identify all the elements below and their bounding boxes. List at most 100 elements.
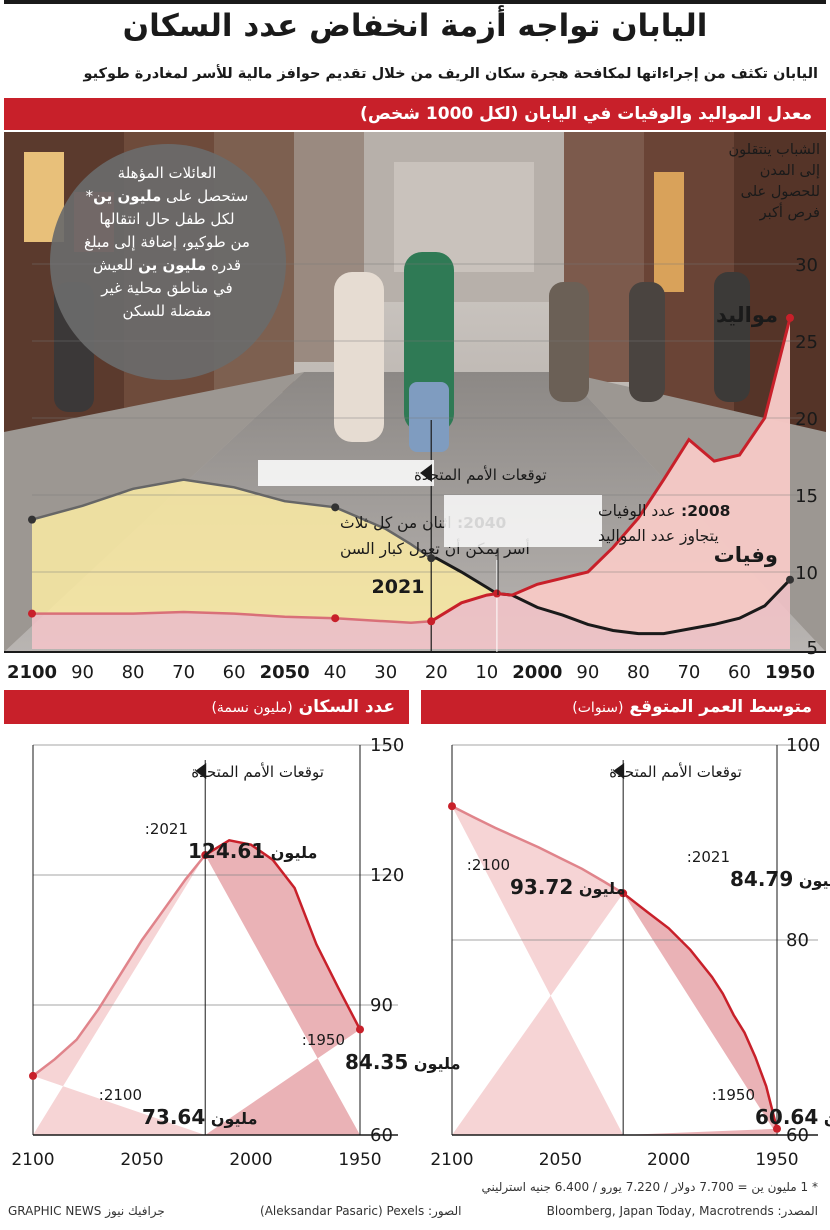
- births-line: [430, 317, 792, 623]
- life-expectancy-chart-header: متوسط العمر المتوقع (سنوات): [421, 690, 826, 724]
- graphic-news-credit: GRAPHIC NEWS جرافيك نيوز: [8, 1204, 165, 1218]
- note-2008-line-2: يتجاوز عدد المواليد: [598, 527, 719, 546]
- projection-area: [33, 855, 206, 1135]
- note-2008-text: عدد الوفيات: [598, 502, 676, 520]
- birth-point: [492, 589, 501, 598]
- projection-line: [32, 854, 207, 1077]
- births-projection-line: [32, 610, 432, 625]
- circle-line-5: قدره مليون ين للعيش: [52, 254, 282, 277]
- y-tick-label: 30: [795, 255, 818, 276]
- un-arrow-icon: [420, 464, 432, 482]
- circle-line-2: ستحصل على مليون ين*: [52, 185, 282, 208]
- deaths-series-label: وفيات: [714, 543, 778, 567]
- note-2008-bg: [444, 495, 602, 547]
- projection-line: [451, 805, 624, 895]
- year-2021-label: 2021: [372, 576, 425, 598]
- life-1950-year: :1950: [712, 1086, 755, 1104]
- circle-line-2c: *: [85, 187, 94, 205]
- y-tick-label: 10: [795, 563, 818, 584]
- x-tick-label: 60: [728, 662, 751, 683]
- historical-line: [204, 838, 362, 1031]
- life-2100-year: :2100: [467, 856, 510, 874]
- y-tick-label: 120: [370, 865, 404, 886]
- pop-1950-value: مليون 84.35: [345, 1050, 461, 1074]
- x-tick-label: 2050: [120, 1150, 163, 1170]
- pop-2100-unit: مليون: [205, 1109, 257, 1128]
- deaths-line: [431, 556, 792, 636]
- birth-point: [28, 609, 36, 618]
- x-tick-label: 40: [324, 662, 347, 683]
- birth-death-chart-header: معدل المواليد والوفيات في اليابان (لكل 1…: [4, 98, 826, 130]
- page-title: اليابان تواجه أزمة انخفاض عدد السكان: [122, 8, 708, 44]
- un-arrow-icon: [613, 763, 625, 779]
- data-point: [773, 1124, 781, 1133]
- y-tick-label: 15: [795, 486, 818, 507]
- circle-callout-text: العائلات المؤهلة ستحصل على مليون ين* لكل…: [52, 162, 282, 372]
- population-chart-header: عدد السكان (مليون نسمة): [4, 690, 409, 724]
- un-label-bg: [258, 460, 434, 486]
- x-tick-label: 1950: [338, 1150, 381, 1170]
- births-area: [32, 317, 790, 649]
- pop-2100-year: :2100: [99, 1086, 142, 1104]
- y-tick-label: 20: [795, 409, 818, 430]
- x-tick-label: 2050: [260, 662, 310, 683]
- death-point: [331, 503, 340, 512]
- note-2040-text: اثنان من كل ثلاث: [340, 514, 452, 532]
- circle-line-3: لكل طفل حال انتقالها: [99, 210, 235, 228]
- circle-line-1: العائلات المؤهلة: [117, 164, 217, 182]
- x-tick-label: 2100: [430, 1150, 473, 1170]
- life-2100-number: 93.72: [510, 875, 573, 899]
- top-rule: [4, 0, 826, 4]
- pop-2021-unit: مليون: [265, 843, 317, 862]
- pop-2100-value: مليون 73.64: [142, 1105, 258, 1129]
- x-tick-label: 2100: [11, 1150, 54, 1170]
- historical-area: [205, 840, 360, 1135]
- circle-line-2a: ستحصل على: [161, 187, 249, 205]
- death-point: [786, 575, 794, 584]
- circle-line-6: في مناطق محلية غير: [101, 279, 233, 297]
- data-point: [29, 1071, 37, 1080]
- un-arrow-icon: [195, 763, 207, 779]
- circle-line-5a: قدره: [206, 256, 242, 274]
- data-point: [356, 1025, 364, 1034]
- circle-line-5c: للعيش: [92, 256, 139, 274]
- circle-callout: [50, 144, 286, 380]
- births-series-label: مواليد: [716, 303, 778, 327]
- x-tick-label: 30: [374, 662, 397, 683]
- un-projection-label: توقعات الأمم المتحدة: [191, 762, 324, 781]
- pop-2021-value: مليون 124.61: [188, 839, 317, 863]
- life-1950-unit: مليون: [818, 1109, 830, 1128]
- birth-point: [427, 617, 436, 626]
- pop-1950-number: 84.35: [345, 1050, 408, 1074]
- x-tick-label: 70: [172, 662, 195, 683]
- birth-point: [331, 614, 340, 623]
- circle-line-5b: مليون ين: [138, 256, 207, 274]
- life-2021-value: مليون 84.79: [730, 867, 830, 891]
- life-1950-value: مليون 60.64: [755, 1105, 830, 1129]
- y-tick-label: 100: [786, 735, 820, 756]
- x-tick-label: 60: [223, 662, 246, 683]
- life-unit: (سنوات): [572, 700, 624, 716]
- x-tick-label: 2000: [512, 662, 562, 683]
- pop-2100-number: 73.64: [142, 1105, 205, 1129]
- x-tick-label: 90: [576, 662, 599, 683]
- circle-line-4: من طوكيو، إضافة إلى مبلغ: [84, 233, 250, 251]
- x-tick-label: 2000: [229, 1150, 272, 1170]
- life-2021-unit: مليون: [793, 871, 830, 890]
- death-point: [28, 515, 36, 524]
- x-tick-label: 90: [71, 662, 94, 683]
- x-tick-label: 2100: [7, 662, 57, 683]
- population-title: عدد السكان: [298, 697, 395, 717]
- photo-credit: الصور: Aleksandar Pasaric) Pexels): [260, 1204, 462, 1218]
- x-tick-label: 2050: [539, 1150, 582, 1170]
- pop-1950-year: :1950: [302, 1031, 345, 1049]
- x-tick-label: 10: [475, 662, 498, 683]
- life-1950-number: 60.64: [755, 1105, 818, 1129]
- life-2100-value: مليون 93.72: [510, 875, 626, 899]
- birth-point: [786, 313, 794, 322]
- x-tick-label: 1950: [755, 1150, 798, 1170]
- currency-footnote: * 1 مليون ين = 7.700 دولار / 7.220 يورو …: [481, 1180, 818, 1194]
- historical-line: [622, 892, 779, 1130]
- note-2008-year: 2008:: [676, 502, 731, 520]
- note-2008-line-1: 2008: عدد الوفيات: [598, 502, 730, 520]
